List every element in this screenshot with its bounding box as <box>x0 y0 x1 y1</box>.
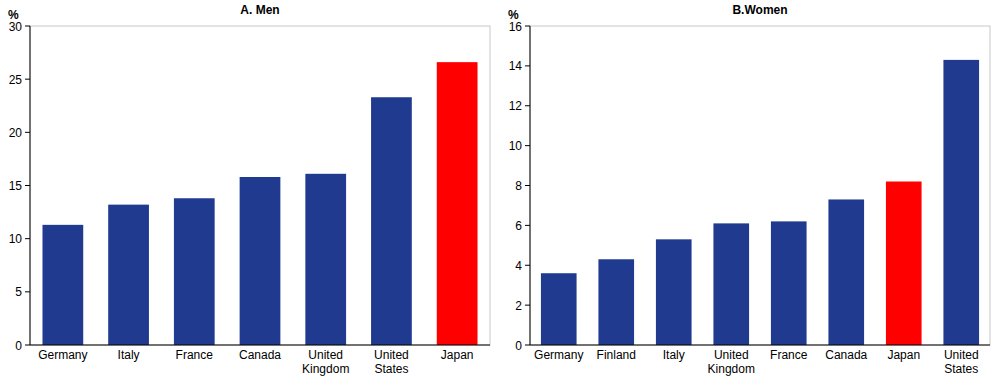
x-tick-label: France <box>770 348 808 362</box>
y-tick-label: 6 <box>515 219 522 233</box>
plot-frame <box>30 26 490 345</box>
x-tick-label: Japan <box>887 348 920 362</box>
x-tick-label: UnitedStates <box>374 348 409 376</box>
x-tick-label: Canada <box>239 348 281 362</box>
y-tick-label: 12 <box>509 99 523 113</box>
label-line: Kingdom <box>708 362 755 376</box>
y-tick <box>25 26 30 27</box>
bar <box>828 199 864 345</box>
y-tick <box>525 105 530 106</box>
label-line: United <box>374 348 409 362</box>
panel: B.Women%0246810121416GermanyFinlandItaly… <box>508 3 990 376</box>
x-tick-label: Japan <box>441 348 474 362</box>
y-tick <box>25 345 30 346</box>
y-tick-label: 5 <box>15 285 22 299</box>
y-tick <box>25 132 30 133</box>
bar <box>943 60 979 345</box>
bar <box>305 174 346 345</box>
y-tick <box>25 79 30 80</box>
x-tick-label: UnitedKingdom <box>708 348 755 376</box>
bars <box>541 60 979 345</box>
bar <box>598 259 634 345</box>
label-line: Kingdom <box>302 362 349 376</box>
y-tick-label: 16 <box>509 20 523 34</box>
plot-frame <box>530 26 990 345</box>
chart-title: B.Women <box>732 3 787 17</box>
bar <box>42 225 83 345</box>
y-tick-label: 0 <box>15 339 22 353</box>
x-axis-line <box>530 345 990 346</box>
chart-title: A. Men <box>240 3 279 17</box>
x-tick-label: Germany <box>534 348 583 362</box>
y-tick <box>525 145 530 146</box>
y-tick-label: 14 <box>509 59 523 73</box>
y-tick-label: 10 <box>9 232 23 246</box>
label-line: States <box>374 362 408 376</box>
bar <box>108 205 149 345</box>
y-tick <box>525 65 530 66</box>
bar <box>656 239 692 345</box>
y-tick-label: 30 <box>9 20 23 34</box>
y-tick-label: 10 <box>509 139 523 153</box>
x-tick-label: Finland <box>597 348 636 362</box>
y-tick <box>525 305 530 306</box>
y-tick <box>525 225 530 226</box>
y-tick-label: 0 <box>515 339 522 353</box>
y-tick-label: 2 <box>515 299 522 313</box>
panel: A. Men%051015202530GermanyItalyFranceCan… <box>8 3 490 376</box>
label-line: United <box>944 348 979 362</box>
y-tick-label: 20 <box>9 126 23 140</box>
bar <box>371 97 412 345</box>
bars <box>42 62 477 345</box>
y-tick-label: 8 <box>515 179 522 193</box>
bar <box>240 177 281 345</box>
bar <box>174 198 215 345</box>
x-tick-label: Canada <box>825 348 867 362</box>
bar <box>541 273 577 345</box>
y-tick-label: 4 <box>515 259 522 273</box>
y-tick <box>25 291 30 292</box>
y-tick <box>525 265 530 266</box>
label-line: United <box>308 348 343 362</box>
x-tick-label: Italy <box>118 348 140 362</box>
bar <box>771 221 807 345</box>
bar <box>886 182 922 345</box>
y-tick-label: 15 <box>9 179 23 193</box>
x-tick-label: Germany <box>38 348 87 362</box>
y-tick <box>525 345 530 346</box>
label-line: States <box>944 362 978 376</box>
label-line: United <box>714 348 749 362</box>
x-tick-label: UnitedStates <box>944 348 979 376</box>
bar <box>437 62 478 345</box>
x-tick-label: France <box>176 348 214 362</box>
y-tick <box>525 185 530 186</box>
y-tick <box>525 26 530 27</box>
chart-canvas: A. Men%051015202530GermanyItalyFranceCan… <box>0 0 1000 388</box>
bar <box>713 223 749 345</box>
x-tick-label: UnitedKingdom <box>302 348 349 376</box>
y-tick-label: 25 <box>9 73 23 87</box>
x-axis-line <box>30 345 490 346</box>
x-tick-label: Italy <box>663 348 685 362</box>
y-tick <box>25 185 30 186</box>
y-tick <box>25 238 30 239</box>
